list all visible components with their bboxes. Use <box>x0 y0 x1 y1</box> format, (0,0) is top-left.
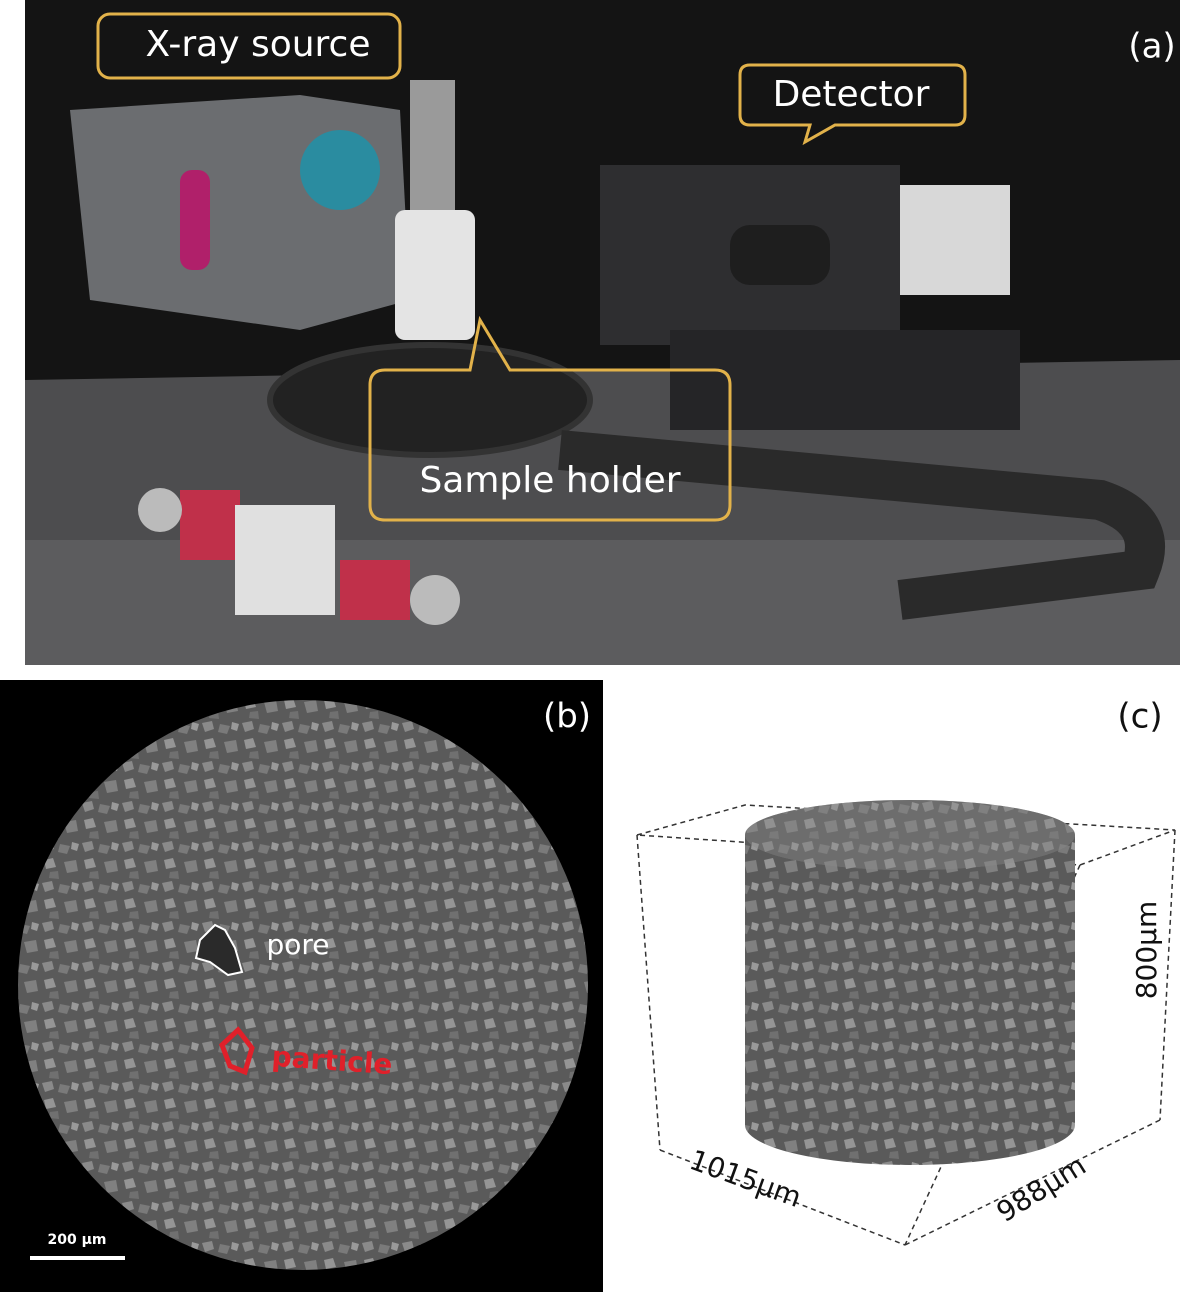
wheel <box>138 488 182 532</box>
cylinder <box>745 835 1075 1165</box>
cylinder-top <box>745 800 1075 870</box>
callout-label: Sample holder <box>419 460 680 501</box>
sample-column <box>410 80 455 210</box>
panel-a: X-ray source Detector Sample holder (a) <box>25 0 1180 665</box>
scale-bar-label: 200 μm <box>48 1232 107 1248</box>
detector-stage <box>670 330 1020 430</box>
white-block <box>235 505 335 615</box>
dimension-label: 800μm <box>1130 901 1163 1000</box>
ct-slice <box>18 700 588 1270</box>
callout-label: Detector <box>773 74 930 115</box>
panel-label: (a) <box>1128 27 1175 67</box>
callout-box <box>738 63 967 146</box>
detector-part <box>900 185 1010 295</box>
xray-source <box>70 95 410 330</box>
cable-chain <box>558 430 1165 620</box>
panel-label: (b) <box>543 697 591 737</box>
xray-part <box>300 130 380 210</box>
panel-c: (c) 800μm 1015μm 988μm <box>636 697 1176 1246</box>
red-block <box>340 560 410 620</box>
xray-part <box>180 170 210 270</box>
detector-lens <box>730 225 830 285</box>
red-block <box>180 490 240 560</box>
sample-column <box>395 210 475 340</box>
dimension-label: 988μm <box>991 1149 1092 1229</box>
panel-label: (c) <box>1117 697 1162 737</box>
wheel <box>410 575 460 625</box>
particle-outline <box>219 1026 255 1076</box>
callout-box <box>368 315 732 522</box>
callout-label: X-ray source <box>145 24 370 65</box>
callout-box <box>96 12 402 80</box>
panel-b: pore particle 200 μm (b) <box>0 680 603 1292</box>
dimension-label: 1015μm <box>685 1143 806 1214</box>
rotation-stage <box>267 342 593 458</box>
annotation: pore <box>266 928 329 961</box>
pore-outline <box>194 923 244 977</box>
